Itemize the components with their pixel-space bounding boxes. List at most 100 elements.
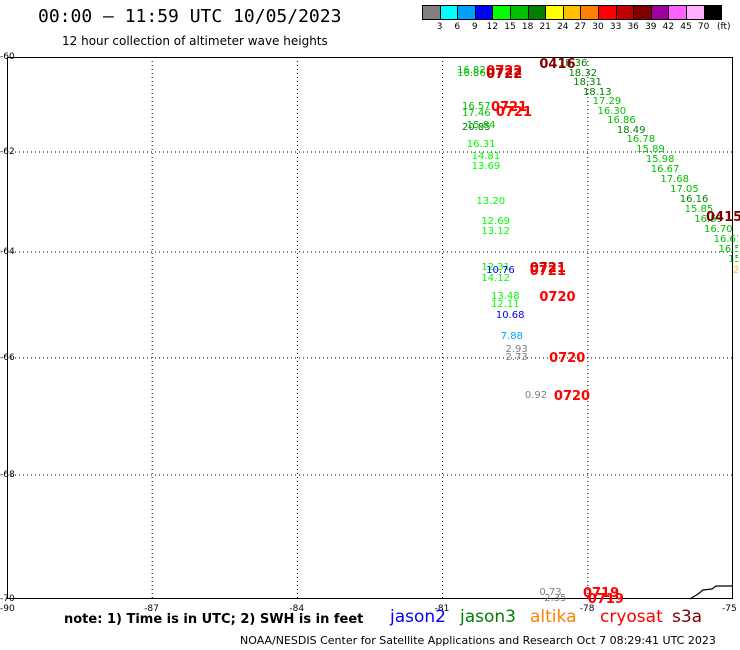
wave-height-value: 12.31 xyxy=(481,261,510,273)
pass-time-label: 0719 xyxy=(582,585,620,601)
colorbar-tick-label: 15 xyxy=(504,22,516,32)
pass-time-label: 0722 xyxy=(486,64,523,80)
colorbar-tick-label: 21 xyxy=(539,22,551,32)
wave-height-value: 18.36 xyxy=(558,58,588,70)
longitude-label: -87 xyxy=(144,604,159,614)
latitude-label: -60 xyxy=(0,52,15,62)
latitude-label: -68 xyxy=(0,470,15,480)
colorbar-tick-label: 24 xyxy=(557,22,569,32)
latitude-label: -66 xyxy=(0,353,15,363)
wave-height-value: 16.31 xyxy=(466,138,496,150)
wave-height-value: 15.85 xyxy=(684,203,714,215)
footer-note: note: 1) Time is in UTC; 2) SWH is in fe… xyxy=(64,612,364,627)
longitude-label: -78 xyxy=(579,604,595,614)
wave-height-value: 16.86 xyxy=(607,115,636,127)
pass-time-label: 0721 xyxy=(529,263,566,279)
map-frame xyxy=(7,57,733,599)
pass-time-label: 0721 xyxy=(491,99,528,115)
wave-height-value: 7.88 xyxy=(500,330,523,342)
pass-time-label: 0720 xyxy=(539,290,576,306)
wave-height-value: 17.68 xyxy=(660,173,690,185)
wave-height-value: 16.67 xyxy=(650,163,680,175)
wave-height-value: 13.48 xyxy=(491,291,520,303)
wave-height-value: 14.81 xyxy=(471,151,501,162)
footer-credit: NOAA/NESDIS Center for Satellite Applica… xyxy=(240,634,716,647)
pass-time-label: 0720 xyxy=(553,389,591,405)
pass-time-label: 0416 xyxy=(539,57,576,73)
colorbar-tick-label: 18 xyxy=(521,22,534,32)
wave-height-value: 0.92 xyxy=(524,390,548,402)
colorbar-tick-label: 12 xyxy=(486,22,499,32)
wave-height-value: 2.93 xyxy=(505,344,528,356)
colorbar-tick-label: 45 xyxy=(680,22,692,32)
wave-height-value: 13.12 xyxy=(481,226,510,237)
wave-height-value: 0.73 xyxy=(539,586,562,598)
wave-height-value: 15.84 xyxy=(466,119,496,131)
colorbar-tick-label: 9 xyxy=(471,22,478,32)
latitude-label: -62 xyxy=(0,147,15,157)
wave-height-value: 15.98 xyxy=(645,153,675,165)
wave-height-value: 2.73 xyxy=(505,352,528,363)
colorbar-tick-label: 42 xyxy=(662,22,675,32)
wave-height-value: 16.70 xyxy=(703,223,733,235)
longitude-label: -81 xyxy=(434,604,450,614)
latitude-label: -70 xyxy=(0,594,15,604)
latitude-label: -64 xyxy=(0,247,15,257)
wave-height-value: 20.85 xyxy=(461,122,491,134)
wave-height-value: 15.89 xyxy=(636,143,665,155)
colorbar-tick-label: 36 xyxy=(627,22,639,32)
wave-height-value: 14.12 xyxy=(481,272,510,284)
colorbar-tick-label: 39 xyxy=(645,22,657,32)
colorbar-tick-label: 6 xyxy=(454,22,461,32)
satellite-legend-altika: altika xyxy=(530,607,577,627)
wave-height-value: 12.69 xyxy=(481,216,510,227)
colorbar-tick-label: 70 xyxy=(697,22,710,32)
wave-height-value: 17.29 xyxy=(592,96,622,108)
colorbar-tick-label: 3 xyxy=(436,22,443,32)
colorbar-swatch xyxy=(703,5,723,20)
pass-time-label: 0719 xyxy=(587,592,624,607)
wave-height-value: 16.86 xyxy=(457,67,486,79)
wave-height-value: 17.46 xyxy=(461,108,491,119)
wave-height-value: 10.68 xyxy=(495,309,525,321)
wave-height-value: 16.55 xyxy=(718,244,738,255)
wave-height-value: 13.20 xyxy=(476,196,506,207)
wave-height-value: 16.57 xyxy=(461,100,491,112)
wave-height-value: 18.49 xyxy=(616,124,646,136)
wave-height-value: 17.05 xyxy=(670,183,699,195)
wave-height-value: 24 xyxy=(733,265,738,276)
wave-height-value: 16.61 xyxy=(713,234,738,245)
colorbar-unit: (ft) xyxy=(717,22,731,32)
wave-height-value: 16.59 xyxy=(694,213,723,225)
longitude-label: -75 xyxy=(722,604,737,614)
pass-time-label: 0721 xyxy=(529,260,566,276)
wave-height-value: 12.11 xyxy=(491,299,520,310)
colorbar-tick-label: 27 xyxy=(574,22,587,32)
wave-height-value: 2.35 xyxy=(544,593,567,604)
wave-height-value: 16.16 xyxy=(679,193,709,205)
longitude-label: -90 xyxy=(0,604,15,614)
coastline-path xyxy=(689,585,733,600)
wave-height-value: 18.32 xyxy=(568,67,598,79)
wave-height-value: 18.13 xyxy=(582,86,612,98)
satellite-legend-jason3: jason3 xyxy=(460,607,516,627)
pass-time-label: 0721 xyxy=(495,104,533,120)
page-title: 00:00 – 11:59 UTC 10/05/2023 xyxy=(38,6,342,27)
wave-height-value: 18.31 xyxy=(573,77,602,89)
page-subtitle: 12 hour collection of altimeter wave hei… xyxy=(62,34,328,48)
satellite-legend-cryosat: cryosat xyxy=(600,607,663,627)
pass-time-label: 0722 xyxy=(486,66,523,82)
pass-time-label: 0720 xyxy=(549,351,586,366)
wave-height-value: 16.82 xyxy=(457,65,486,77)
longitude-label: -84 xyxy=(289,604,305,614)
wave-height-value: 10.76 xyxy=(486,264,515,276)
wave-height-value: 13.69 xyxy=(471,161,501,172)
wave-height-value: 16.30 xyxy=(597,105,627,117)
pass-time-label: 0415 xyxy=(706,210,740,225)
satellite-legend-jason2: jason2 xyxy=(390,607,446,627)
colorbar-tick-label: 30 xyxy=(592,22,604,32)
satellite-legend-s3a: s3a xyxy=(672,607,703,627)
wave-height-value: 15.75 xyxy=(728,254,738,265)
